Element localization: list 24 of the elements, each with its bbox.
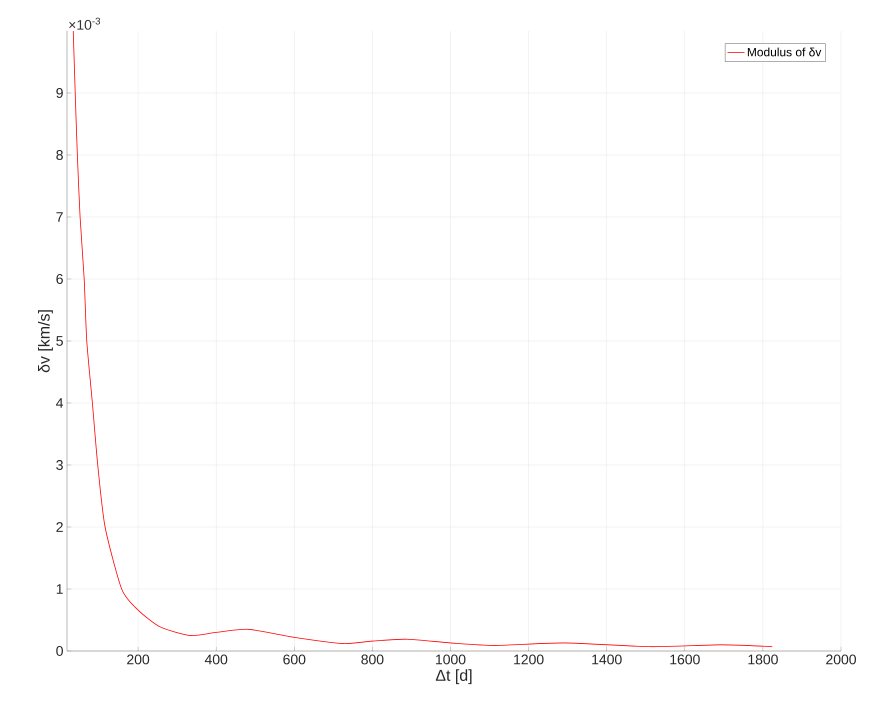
y-tick-label: 0 bbox=[56, 646, 63, 656]
y-tick-label: 9 bbox=[56, 88, 63, 98]
x-tick-label: 1000 bbox=[436, 654, 466, 664]
text: ×10$^{-3}$ bbox=[69, 18, 100, 30]
y-axis-title: δv [km/s] bbox=[38, 310, 53, 372]
x-axis-title: Δt [d] bbox=[436, 669, 472, 684]
x-tick-label: 200 bbox=[127, 654, 150, 664]
x-tick-label: 1200 bbox=[514, 654, 544, 664]
y-tick-label: 5 bbox=[56, 336, 63, 346]
x-tick-label: 1600 bbox=[670, 654, 700, 664]
x-tick-label: 1800 bbox=[748, 654, 778, 664]
y-tick-label: 7 bbox=[56, 212, 63, 222]
x-tick-label: 1400 bbox=[592, 654, 622, 664]
y-tick-label: 4 bbox=[56, 398, 64, 408]
y-tick-label: 6 bbox=[56, 274, 63, 284]
y-tick-label: 2 bbox=[56, 522, 63, 532]
legend-label: Modulus of δv bbox=[748, 48, 822, 56]
y-tick-label: 1 bbox=[56, 584, 63, 594]
x-tick-label: 2000 bbox=[826, 654, 856, 664]
y-tick-label: 3 bbox=[56, 460, 63, 470]
x-tick-label: 800 bbox=[361, 654, 384, 664]
y-tick-label: 8 bbox=[56, 150, 63, 160]
x-tick-label: 600 bbox=[283, 654, 306, 664]
x-tick-label: 400 bbox=[204, 654, 228, 664]
